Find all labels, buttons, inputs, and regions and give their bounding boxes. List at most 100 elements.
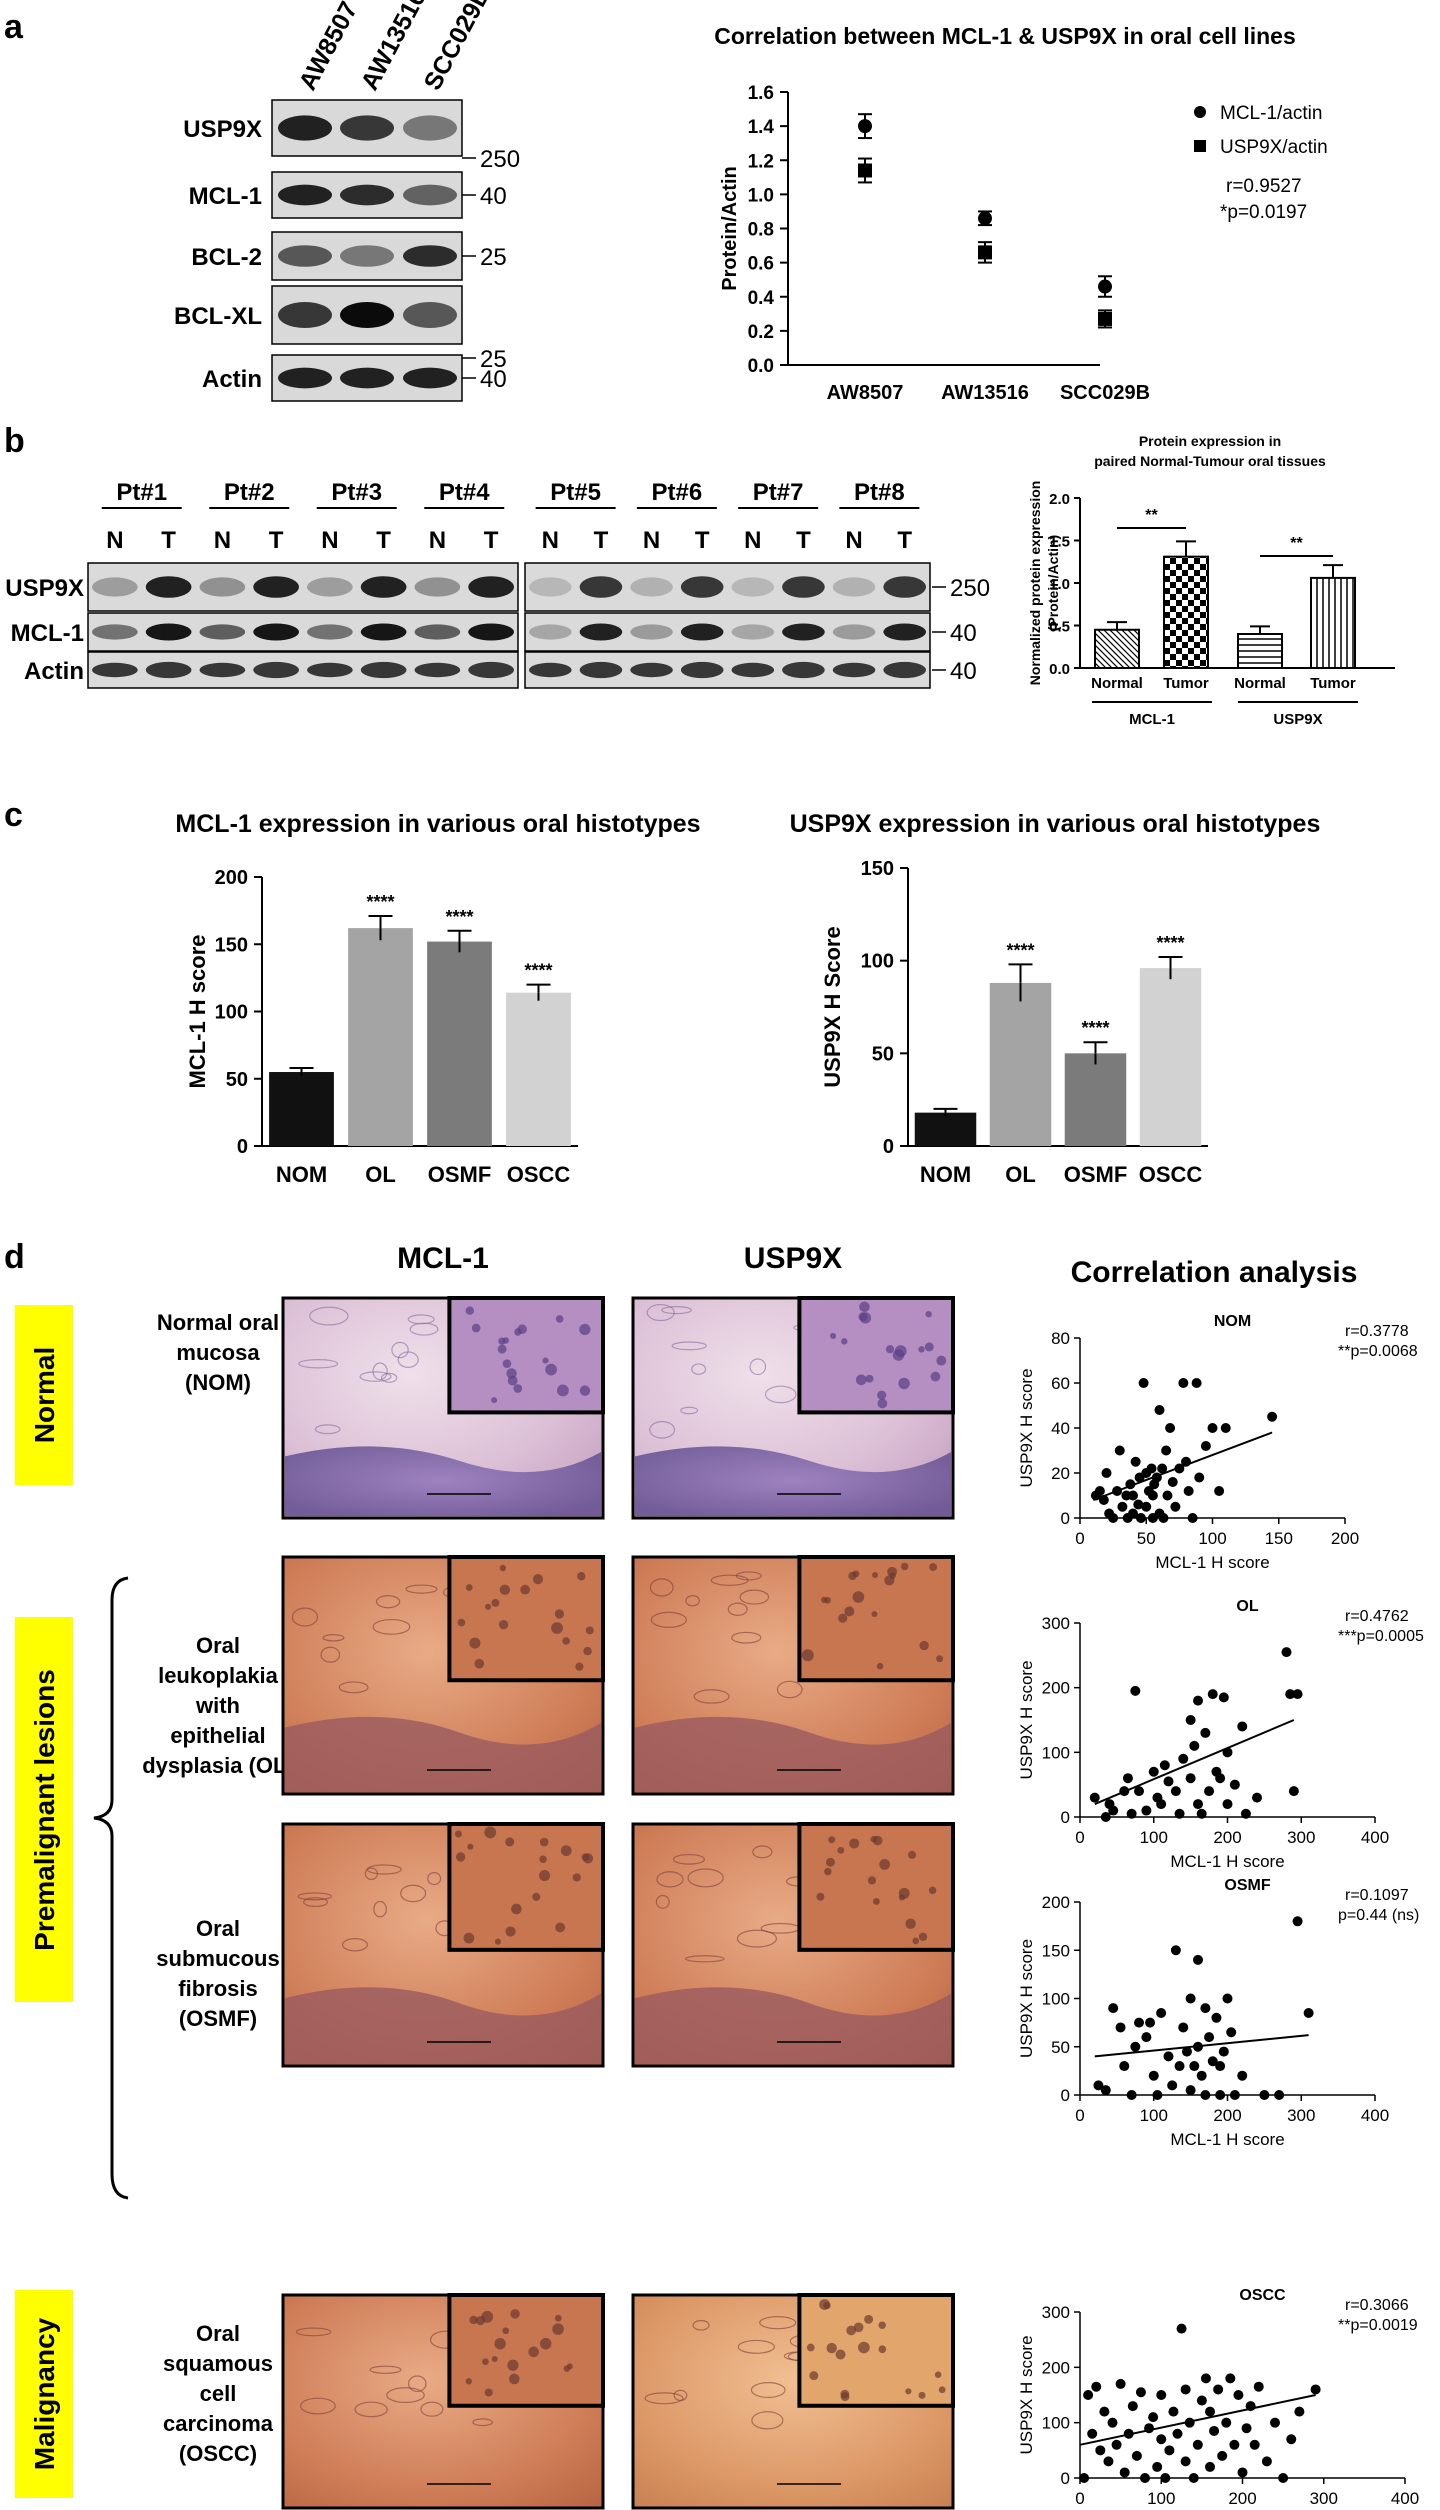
blot-band [529,662,572,678]
lane-label: AW8507 [294,0,364,95]
scatter-point [1196,1808,1207,1819]
cell-nucleus [867,1876,877,1885]
scatter-point [1174,1808,1185,1819]
column-header-mcl1: MCL-1 [397,1242,489,1275]
scatter-point [1303,2007,1314,2018]
scatter-point [1170,1945,1181,1956]
scatter-title: OSCC [1239,2287,1286,2304]
cell-nucleus [507,2359,519,2371]
tissue-feature [380,1372,398,1383]
blot-band [630,662,673,678]
scatter-point [1156,2390,1167,2400]
tissue-feature [749,1358,767,1376]
bar [348,928,413,1146]
x-tick-label: 300 [1310,2489,1338,2508]
blot-band [782,623,825,641]
marker-label: 40 [480,183,507,210]
scatter-point [1111,2439,1122,2450]
cell-nucleus [539,1870,551,1882]
marker-label: 25 [480,244,507,271]
tissue-feature [752,1845,773,1859]
y-tick-label: 150 [861,858,894,880]
scatter-point [1146,1463,1157,1474]
scatter-point [1172,2428,1183,2439]
patient-label: Pt#3 [331,479,382,506]
blot-band [630,624,673,640]
cell-nucleus [542,1357,549,1364]
tissue-feature [750,2381,786,2399]
blot-band [278,245,332,267]
y-tick-label: 0.0 [1049,661,1070,678]
x-tick-label: OL [365,1162,396,1187]
scatter-point [1141,1501,1152,1512]
scatter-point [1200,1727,1211,1738]
tissue-feature [685,1595,700,1607]
panel-c-mcl1-bar-chart: MCL-1 expression in various oral histoty… [175,810,700,1187]
x-tick-label: OSMF [428,1162,492,1187]
cell-nucleus [520,1584,530,1595]
bar [427,941,492,1146]
tissue-feature [369,2365,402,2374]
scatter-point [1214,1486,1225,1496]
blot-band [92,624,138,640]
x-tick-label: 400 [1391,2489,1419,2508]
scatter-point [1130,1685,1141,1696]
cell-nucleus [510,2309,520,2319]
scatter-point [1119,2061,1130,2072]
scatter-point [1207,1423,1218,1433]
lane-label-n: N [321,527,338,554]
cell-nucleus [828,1836,836,1844]
bar [1310,576,1356,670]
data-point-usp [978,245,992,260]
cell-nucleus [509,2373,520,2385]
row-description-line: Oral [196,1916,240,1941]
scatter-point [1130,2041,1141,2052]
panel-d-row-descriptions: Normal oral mucosa (NOM) Oral leukoplakia wit… [142,1310,294,2466]
x-tick-label: 150 [1265,1529,1293,1548]
cell-nucleus [859,1301,870,1313]
blot-band [253,623,299,641]
cell-nucleus [465,1584,473,1591]
blot-band [340,301,394,329]
scatter-point [1188,2473,1199,2483]
row-description-line: Normal oral [157,1310,279,1335]
stat-r-a: r=0.9527 [1226,176,1302,197]
x-tick-label: AW8507 [827,382,904,404]
blot-row-label: MCL-1 [11,620,84,647]
regression-line [1094,2034,1309,2058]
tissue-feature [309,1306,349,1326]
scatter-point [1103,2456,1114,2467]
blot-band [731,577,775,597]
blot-band [782,576,825,598]
x-tick-label: OSCC [507,1162,571,1187]
x-tick-label: 400 [1361,2106,1389,2125]
cell-nucleus [454,1830,463,1838]
scatter-point [1207,2056,1218,2067]
lane-label-t: T [796,527,811,554]
scatter-point [1100,2085,1111,2096]
blot-band [782,661,825,679]
scatter-point [1107,2417,1118,2428]
stat-r: r=0.3778 [1345,1323,1409,1340]
x-tick-label: 100 [1140,1828,1168,1847]
scatter-point [1185,2085,1196,2096]
epithelium-layer [635,1987,951,2064]
tissue-feature [759,2316,797,2330]
blot-band [145,623,192,641]
tissue-feature [644,2392,684,2405]
y-axis-label-line1: Normalized protein expression [1027,481,1043,686]
cell-nucleus [465,2378,473,2385]
cell-nucleus [499,1564,507,1572]
scatter-point [1281,1647,1292,1658]
scatter-point [1093,2080,1104,2091]
magnified-inset [797,2293,956,2408]
blot-band [883,576,926,598]
x-tick-label: Tumor [1163,675,1209,692]
scatter-point [1278,2473,1289,2483]
cell-nucleus [852,1591,865,1603]
blot-band [883,623,926,641]
tissue-feature [400,1884,427,1903]
cell-nucleus [555,1922,566,1933]
cell-nucleus [505,1837,515,1847]
blot-band [414,662,461,678]
